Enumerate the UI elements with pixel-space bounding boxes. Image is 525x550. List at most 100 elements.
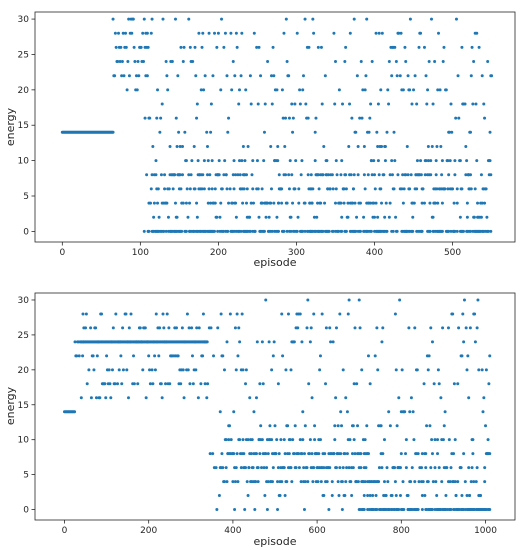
data-point — [381, 326, 385, 330]
data-point — [156, 88, 160, 92]
data-point — [247, 466, 251, 470]
data-point — [358, 229, 362, 233]
data-point — [388, 424, 392, 428]
data-point — [414, 452, 418, 456]
data-point — [341, 187, 345, 191]
data-point — [473, 312, 477, 316]
data-point — [195, 201, 199, 205]
data-point — [376, 102, 380, 106]
data-point — [437, 31, 441, 35]
data-point — [248, 396, 252, 400]
data-point — [116, 382, 120, 386]
data-point — [224, 466, 228, 470]
data-point — [230, 88, 234, 92]
data-point — [326, 187, 330, 191]
data-point — [406, 173, 410, 177]
data-point — [258, 452, 262, 456]
data-point — [114, 45, 118, 49]
data-point — [313, 130, 317, 134]
data-point — [136, 382, 140, 386]
data-point — [220, 187, 224, 191]
data-point — [151, 382, 155, 386]
data-point — [489, 173, 493, 177]
data-point — [315, 215, 319, 219]
data-point — [201, 173, 205, 177]
data-point — [391, 229, 395, 233]
data-point — [436, 452, 440, 456]
data-point — [452, 201, 456, 205]
data-point — [360, 368, 364, 372]
data-point — [430, 438, 434, 442]
data-point — [308, 340, 312, 344]
data-point — [276, 382, 280, 386]
data-point — [243, 159, 247, 163]
x-tick-label: 0 — [59, 248, 65, 258]
data-point — [404, 60, 408, 64]
data-point — [165, 74, 169, 78]
data-point — [313, 452, 317, 456]
data-point — [269, 74, 273, 78]
data-point — [286, 312, 290, 316]
data-point — [413, 480, 417, 484]
data-point — [351, 466, 355, 470]
data-point — [441, 326, 445, 330]
data-point — [205, 130, 209, 134]
x-ticks-bottom: 0 200 400 600 800 1000 — [62, 520, 497, 536]
data-point — [394, 215, 398, 219]
data-point — [367, 130, 371, 134]
data-point — [229, 31, 233, 35]
data-point — [419, 173, 423, 177]
data-point — [371, 201, 375, 205]
data-point — [446, 480, 450, 484]
data-point — [142, 17, 146, 21]
data-point — [293, 102, 297, 106]
data-point — [387, 60, 391, 64]
data-point — [406, 494, 410, 498]
data-point — [269, 187, 273, 191]
data-point — [302, 508, 306, 512]
data-point — [181, 201, 185, 205]
data-point — [181, 144, 185, 148]
data-point — [269, 201, 273, 205]
data-point — [315, 466, 319, 470]
data-point — [91, 354, 95, 358]
data-point — [309, 326, 313, 330]
data-point — [429, 466, 433, 470]
data-point — [444, 494, 448, 498]
data-point — [377, 480, 381, 484]
data-point — [249, 201, 253, 205]
data-point — [473, 508, 477, 512]
data-point — [245, 201, 249, 205]
data-point — [259, 74, 263, 78]
data-point — [348, 102, 352, 106]
data-point — [166, 88, 170, 92]
data-point — [218, 410, 222, 414]
data-point — [412, 88, 416, 92]
data-point — [256, 187, 260, 191]
y-tick-label: 5 — [23, 471, 29, 481]
data-point — [303, 424, 307, 428]
data-point — [143, 116, 147, 120]
data-point — [361, 88, 365, 92]
data-point — [222, 45, 226, 49]
data-point — [227, 438, 231, 442]
data-point — [435, 187, 439, 191]
x-tick-label: 100 — [132, 248, 149, 258]
data-point — [401, 480, 405, 484]
data-point — [366, 354, 370, 358]
data-point — [369, 229, 373, 233]
data-point — [223, 438, 227, 442]
data-point — [434, 159, 438, 163]
data-point — [450, 130, 454, 134]
data-point — [374, 31, 378, 35]
data-point — [340, 424, 344, 428]
data-point — [465, 494, 469, 498]
data-point — [399, 31, 403, 35]
data-point — [117, 31, 121, 35]
data-point — [250, 438, 254, 442]
data-point — [465, 159, 469, 163]
data-point — [454, 494, 458, 498]
data-point — [164, 229, 168, 233]
data-point — [393, 159, 397, 163]
data-point — [433, 466, 437, 470]
